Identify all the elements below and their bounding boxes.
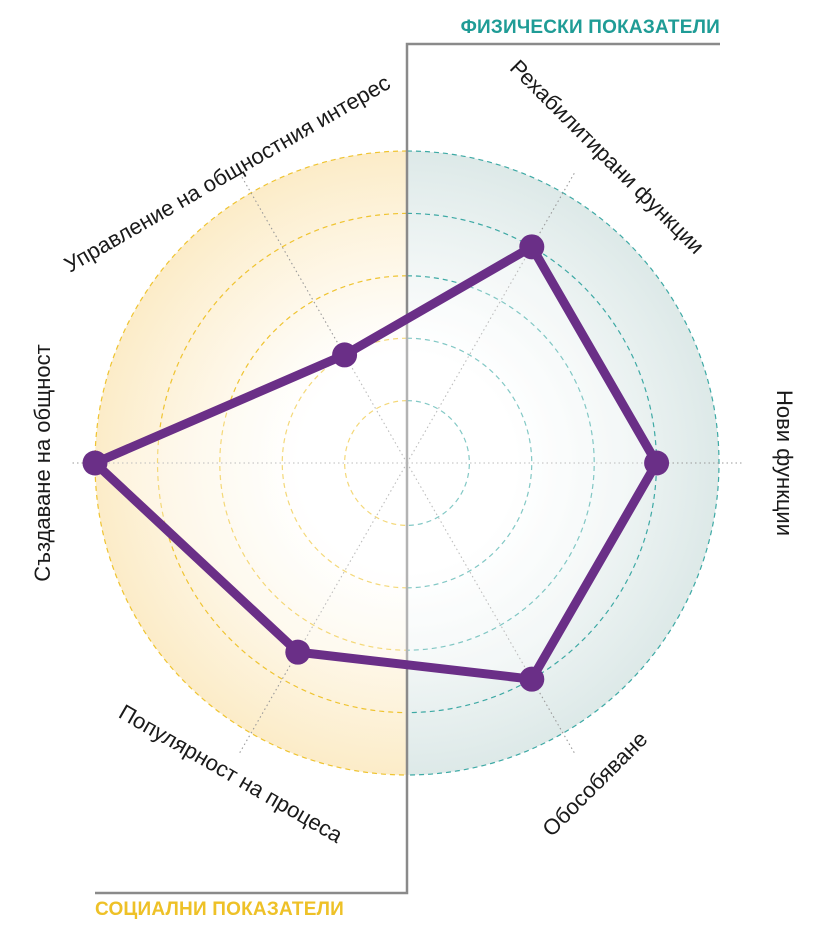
grid-ring-physical: [406, 400, 470, 526]
data-series: [82, 234, 670, 692]
data-point: [285, 639, 311, 665]
background-sectors: [95, 151, 719, 775]
axis-label: Създаване на общност: [30, 344, 55, 581]
data-point: [519, 666, 545, 692]
axis-label: Нови функции: [772, 390, 797, 536]
grid-ring-social: [344, 400, 408, 526]
data-point: [519, 234, 545, 260]
grid-ring-physical: [406, 275, 595, 651]
data-point: [644, 450, 670, 476]
axis-label: Обособяване: [537, 726, 652, 841]
grid-ring-social: [219, 275, 408, 651]
group-divider: [95, 42, 720, 895]
group-label-physical: ФИЗИЧЕСКИ ПОКАЗАТЕЛИ: [461, 17, 720, 38]
social-sector: [95, 151, 407, 775]
series-area: [95, 246, 657, 680]
data-point: [332, 342, 358, 368]
group-labels: ФИЗИЧЕСКИ ПОКАЗАТЕЛИ СОЦИАЛНИ ПОКАЗАТЕЛИ: [95, 17, 720, 920]
data-point: [82, 450, 108, 476]
grid-ring-social: [156, 212, 408, 714]
group-label-social: СОЦИАЛНИ ПОКАЗАТЕЛИ: [95, 899, 344, 920]
divider-line: [95, 42, 720, 895]
physical-sector: [407, 151, 719, 775]
